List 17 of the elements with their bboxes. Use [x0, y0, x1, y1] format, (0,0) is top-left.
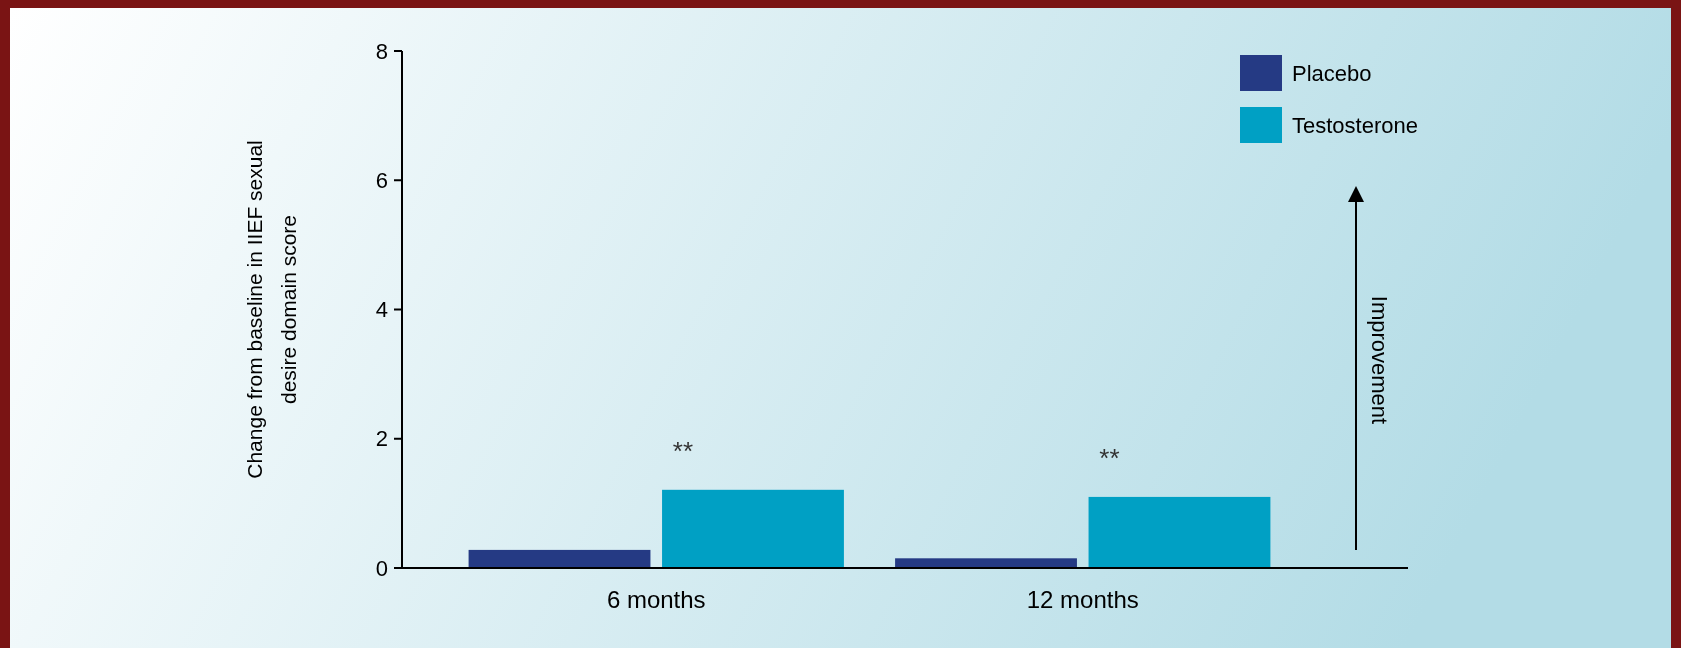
annotation: ** [672, 435, 694, 466]
y-tick-label: 8 [375, 38, 388, 64]
y-axis-title: Change from baseline in IIEF sexual desire domain score [243, 140, 300, 479]
bar [1088, 496, 1271, 568]
y-tick-label: 0 [375, 555, 388, 581]
annotation: ** [1099, 442, 1120, 473]
y-tick-label: 4 [375, 297, 388, 323]
y-tick-label: 6 [375, 167, 388, 193]
bar [468, 549, 651, 568]
bar [895, 558, 1077, 568]
legend-label: Testosterone [1292, 112, 1418, 138]
x-tick-label: 12 months [1026, 586, 1139, 613]
y-tick-label: 2 [375, 426, 388, 452]
legend-label: Placebo [1292, 60, 1372, 86]
bar [662, 489, 844, 568]
annotation: Improvement [1367, 295, 1392, 425]
x-tick-label: 6 months [606, 586, 706, 613]
